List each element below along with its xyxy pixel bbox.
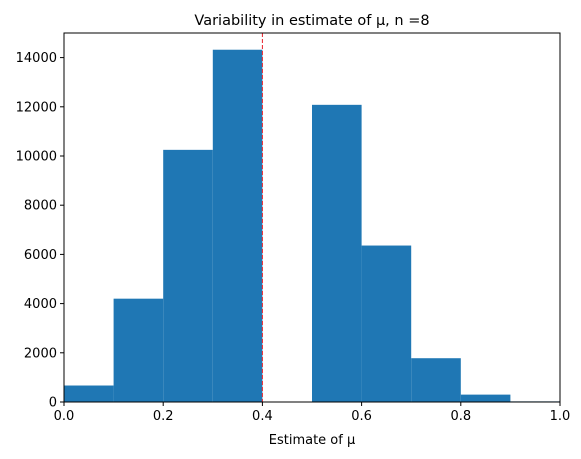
y-tick-label: 10000 (16, 150, 57, 165)
histogram-bar-8 (460, 394, 511, 402)
y-tick-label: 14000 (16, 51, 57, 66)
x-tick-label: 0.8 (450, 409, 471, 424)
y-tick-label: 8000 (24, 199, 57, 214)
bars-group (64, 49, 560, 403)
x-tick-label: 0.2 (153, 409, 174, 424)
chart-title: Variability in estimate of μ, n =8 (194, 13, 429, 29)
y-tick-label: 0 (49, 396, 57, 411)
y-tick-label: 4000 (24, 297, 57, 312)
histogram-bar-2 (163, 149, 213, 402)
histogram-bar-3 (212, 49, 263, 403)
y-tick-label: 12000 (16, 100, 57, 115)
x-tick-label: 0.4 (252, 409, 273, 424)
x-tick-label: 0.6 (351, 409, 372, 424)
y-tick-label: 2000 (24, 346, 57, 361)
x-tick-label: 1.0 (550, 409, 571, 424)
plot-frame (63, 32, 561, 403)
y-axis: 0 2000 4000 6000 8000 10000 12000 14000 (16, 51, 64, 411)
histogram-bar-6 (361, 245, 412, 402)
histogram-bar-1 (113, 298, 164, 402)
x-axis: 0.0 0.2 0.4 0.6 0.8 1.0 (54, 402, 571, 424)
histogram-bar-5 (312, 104, 362, 402)
x-tick-label: 0.0 (54, 409, 75, 424)
histogram-bar-0 (64, 385, 114, 402)
histogram-bar-7 (411, 358, 461, 402)
y-tick-label: 6000 (24, 248, 57, 263)
x-axis-title: Estimate of μ (269, 433, 356, 448)
